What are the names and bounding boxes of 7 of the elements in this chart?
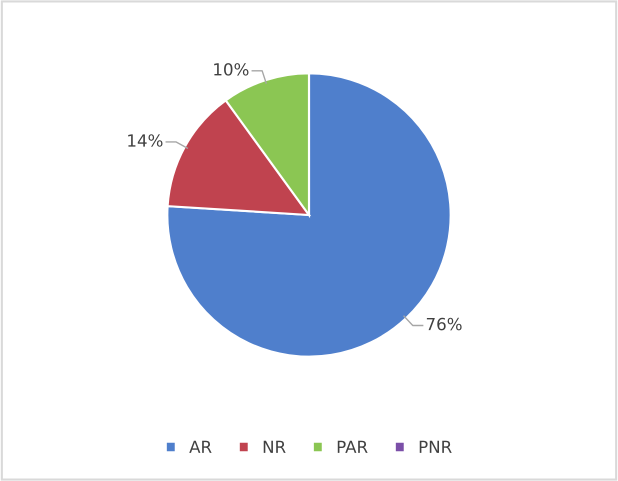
legend-label: NR <box>264 440 286 453</box>
legend-label: AR <box>189 440 212 453</box>
data-label: 10% <box>214 63 248 76</box>
data-label: 14% <box>128 134 162 147</box>
data-label: 76% <box>426 318 462 330</box>
legend-label: PNR <box>420 440 452 453</box>
legend-label: PAR <box>338 440 368 453</box>
